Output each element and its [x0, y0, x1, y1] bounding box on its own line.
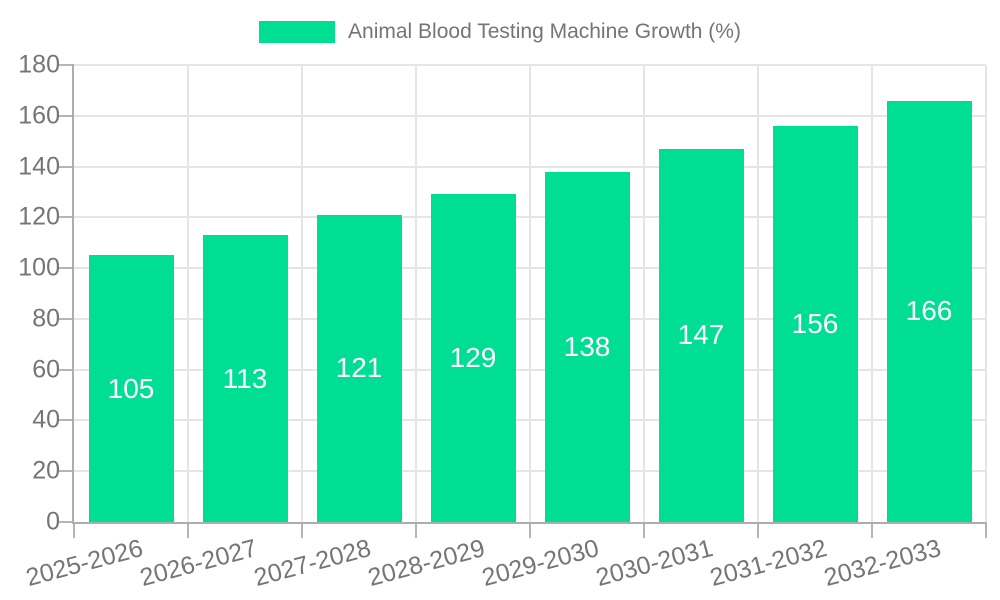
- x-axis-label: 2031-2032: [707, 534, 831, 592]
- bar-value-label: 138: [563, 330, 611, 362]
- x-axis-tick: [73, 522, 75, 538]
- y-axis-label: 120: [18, 202, 60, 231]
- bar-value-label: 147: [677, 319, 725, 351]
- gridline-vertical: [643, 65, 645, 522]
- gridline-vertical: [187, 65, 189, 522]
- y-axis-label: 60: [32, 355, 60, 384]
- y-axis-tick: [59, 114, 74, 117]
- gridline-vertical: [301, 65, 303, 522]
- bar-value-label: 166: [905, 295, 953, 327]
- x-axis-tick: [301, 522, 303, 538]
- gridline-vertical: [529, 65, 531, 522]
- x-axis-label: 2032-2033: [821, 534, 945, 592]
- gridline-vertical: [415, 65, 417, 522]
- bar[interactable]: [430, 194, 516, 522]
- bar[interactable]: [772, 125, 858, 522]
- x-axis-tick: [643, 522, 645, 538]
- x-axis-tick: [985, 522, 987, 538]
- y-axis-label: 0: [46, 507, 60, 536]
- gridline-vertical: [871, 65, 873, 522]
- bar[interactable]: [658, 148, 744, 522]
- x-axis-tick: [871, 522, 873, 538]
- gridline-vertical: [985, 65, 987, 522]
- y-axis-label: 140: [18, 152, 60, 181]
- bar[interactable]: [316, 214, 402, 522]
- bar[interactable]: [88, 255, 174, 522]
- bar[interactable]: [544, 171, 630, 522]
- y-axis-tick: [59, 165, 74, 168]
- y-axis-label: 160: [18, 101, 60, 130]
- x-axis-label: 2030-2031: [593, 534, 717, 592]
- y-axis-tick: [59, 317, 74, 320]
- bar-value-label: 129: [449, 342, 497, 374]
- y-axis-label: 100: [18, 253, 60, 282]
- legend-swatch: [259, 21, 336, 43]
- y-axis-tick: [59, 64, 74, 66]
- x-axis-line: [72, 522, 986, 524]
- y-axis-tick: [59, 521, 74, 523]
- x-axis-label: 2029-2030: [479, 534, 603, 592]
- legend-label: Animal Blood Testing Machine Growth (%): [348, 20, 741, 43]
- bar-value-label: 113: [222, 362, 268, 394]
- y-axis-line: [72, 64, 74, 522]
- x-axis-tick: [415, 522, 417, 538]
- y-axis-label: 40: [32, 405, 60, 434]
- x-axis-label: 2027-2028: [251, 534, 375, 592]
- y-axis-label: 20: [32, 456, 60, 485]
- bar-value-label: 121: [335, 352, 383, 384]
- y-axis-tick: [59, 470, 74, 473]
- bar[interactable]: [202, 235, 288, 522]
- bar[interactable]: [886, 100, 972, 522]
- y-axis-label: 180: [18, 50, 60, 79]
- x-axis-tick: [757, 522, 759, 538]
- y-axis-tick: [59, 419, 74, 422]
- x-axis-label: 2028-2029: [365, 534, 489, 592]
- x-axis-label: 2026-2027: [137, 534, 261, 592]
- y-axis-tick: [59, 267, 74, 270]
- y-axis-label: 80: [32, 304, 60, 333]
- x-axis-label: 2025-2026: [23, 534, 147, 592]
- bar-value-label: 156: [791, 307, 839, 339]
- y-axis-tick: [59, 368, 74, 371]
- y-axis-tick: [59, 216, 74, 219]
- gridline-vertical: [757, 65, 759, 522]
- x-axis-tick: [187, 522, 189, 538]
- x-axis-tick: [529, 522, 531, 538]
- legend-item[interactable]: Animal Blood Testing Machine Growth (%): [0, 16, 1000, 48]
- bar-value-label: 105: [107, 372, 155, 404]
